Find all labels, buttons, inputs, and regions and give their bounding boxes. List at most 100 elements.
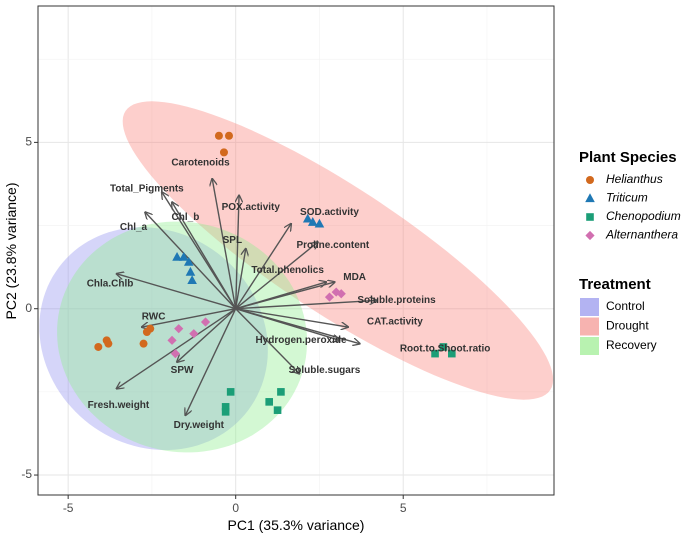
point-helianthus [142, 328, 151, 336]
vector-cat-activity [235, 308, 348, 327]
legend-swatch-drought [580, 317, 599, 336]
vector-label-chl-b: Chl_b [172, 212, 200, 223]
point-triticum [314, 218, 325, 228]
point-chenopodium [273, 406, 282, 414]
legend-label-helianthus: Helianthus [606, 172, 663, 186]
point-alternanthera [336, 289, 346, 299]
point-chenopodium [221, 403, 230, 411]
vector-label-proline-content: Proline.content [296, 240, 369, 251]
vector-label-spw: SPW [171, 365, 194, 376]
point-alternanthera [170, 349, 180, 359]
point-chenopodium [448, 349, 456, 358]
point-triticum [185, 266, 196, 276]
vector-fresh-weight [117, 308, 237, 389]
species-legend-title: Plant Species [579, 149, 677, 166]
vector-label-rwc: RWC [142, 312, 166, 323]
plot-background [38, 6, 554, 495]
vector-label-mda: MDA [343, 272, 366, 283]
x-tick-label: 5 [400, 501, 407, 515]
point-alternanthera [200, 317, 211, 327]
x-axis-title: PC1 (35.3% variance) [228, 517, 365, 533]
legend-swatch-control [580, 298, 599, 316]
treatment-legend: Treatment Control Drought Recovery [579, 276, 657, 355]
vector-label-soluble-proteins: Soluble.proteins [357, 295, 436, 306]
point-alternanthera [324, 292, 335, 302]
species-legend: Plant Species Helianthus Triticum Chenopod… [579, 149, 681, 242]
y-tick-label: 0 [25, 301, 32, 315]
vector-carotenoids [212, 179, 237, 309]
legend-label-recovery: Recovery [606, 338, 657, 352]
x-tick-label: 0 [232, 501, 239, 515]
grid-lines [38, 6, 554, 495]
plot-panel: Carotenoids Total_Pigments Chl_b Chl_a POX.a… [37, 5, 555, 496]
legend-key-chenopodium [586, 213, 594, 221]
vector-chl-b [172, 202, 237, 310]
vector-label-chl-a: Chl_a [120, 222, 148, 233]
point-triticum [302, 213, 313, 223]
vector-label-hydrogen-peroxide: Hydrogen.peroxide [255, 335, 347, 346]
plot-border [37, 5, 555, 496]
vector-proline-content [235, 242, 318, 310]
vector-dry-weight [185, 308, 237, 415]
y-axis-ticks: -5 0 5 [21, 135, 38, 481]
point-helianthus [104, 339, 113, 348]
legend-label-chenopodium: Chenopodium [606, 209, 681, 223]
y-tick-label: -5 [21, 467, 32, 481]
loading-labels: Carotenoids Total_Pigments Chl_b Chl_a POX.a… [87, 158, 491, 431]
vector-pox-activity [236, 196, 239, 309]
point-chenopodium [265, 398, 273, 406]
y-axis-title: PC2 (23.8% variance) [3, 183, 19, 320]
vector-label-carotenoids: Carotenoids [171, 158, 230, 169]
x-axis-ticks: -5 0 5 [63, 495, 407, 515]
legend-label-alternanthera: Alternanthera [605, 228, 678, 242]
vector-label-root-to-shoot-ratio: Root.to.Shoot.ratio [400, 343, 491, 354]
point-helianthus [214, 131, 223, 140]
point-helianthus [224, 131, 233, 140]
vector-label-chla-chlb: Chla.Chlb [87, 278, 134, 289]
point-helianthus [139, 339, 148, 348]
point-chenopodium [439, 343, 448, 351]
point-triticum [183, 256, 194, 266]
vector-soluble-sugars [235, 308, 300, 374]
vector-label-fresh-weight: Fresh.weight [88, 400, 150, 411]
vector-sod-activity [235, 224, 291, 310]
vector-label-soluble-sugars: Soluble.sugars [289, 365, 361, 376]
vector-label-dry-weight: Dry.weight [174, 420, 225, 431]
vector-label-pox-activity: POX.activity [222, 202, 281, 213]
vector-label-cat-activity: CAT.activity [367, 317, 423, 328]
point-helianthus [94, 342, 103, 351]
sample-points [94, 131, 456, 416]
ellipse-drought [122, 101, 554, 400]
point-chenopodium [226, 388, 235, 396]
x-tick-label: -5 [63, 501, 74, 515]
y-tick-label: 5 [25, 135, 32, 149]
point-triticum [187, 275, 197, 285]
vector-mda [235, 282, 335, 310]
vector-spw [177, 308, 237, 362]
legend-key-helianthus [586, 176, 594, 184]
legend-key-alternanthera [585, 230, 595, 241]
vector-label-total-pigments: Total_Pigments [110, 184, 184, 195]
vector-spl [234, 249, 246, 309]
treatment-legend-title: Treatment [579, 276, 651, 293]
point-alternanthera [331, 287, 341, 297]
legend-key-triticum [585, 193, 595, 203]
legend-label-drought: Drought [606, 319, 649, 333]
point-chenopodium [277, 388, 285, 396]
vector-rwc [142, 308, 236, 327]
point-chenopodium [221, 408, 230, 416]
vector-soluble-proteins [235, 300, 377, 310]
point-alternanthera [189, 329, 199, 339]
legend-swatch-recovery [580, 337, 599, 355]
vector-label-spl: SPL [223, 235, 242, 246]
vector-chla-chlb [117, 274, 236, 310]
point-chenopodium [431, 349, 439, 358]
point-triticum [307, 217, 318, 226]
legend-label-control: Control [606, 299, 645, 313]
vector-label-total-phenolics: Total.phenolics [251, 265, 324, 276]
vector-root-to-shoot-ratio [235, 308, 360, 344]
point-triticum [172, 251, 182, 261]
point-triticum [178, 251, 189, 261]
point-alternanthera [167, 335, 177, 345]
